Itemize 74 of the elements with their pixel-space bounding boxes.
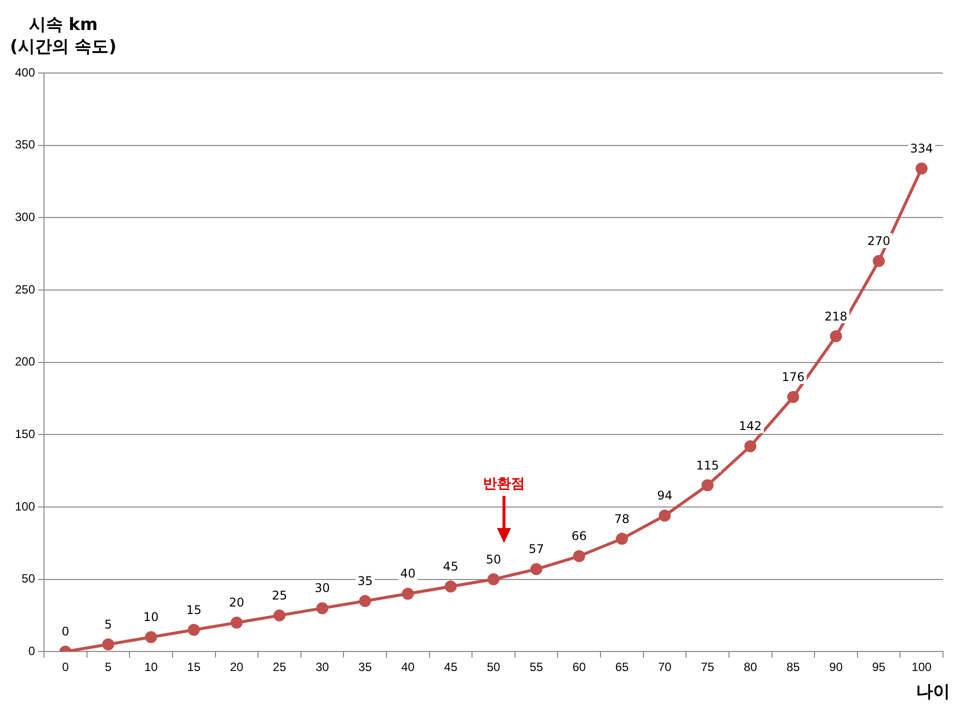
point bbox=[530, 563, 542, 576]
x-tick-label: 65 bbox=[615, 660, 629, 674]
data-label: 66 bbox=[571, 529, 587, 544]
point bbox=[616, 532, 628, 545]
x-tick-label: 100 bbox=[912, 660, 932, 674]
data-label: 15 bbox=[186, 602, 202, 617]
x-tick-label: 85 bbox=[786, 660, 800, 674]
data-label: 5 bbox=[104, 617, 112, 632]
point bbox=[744, 440, 756, 452]
x-tick-label: 25 bbox=[272, 660, 286, 674]
y-tick-label: 100 bbox=[14, 499, 36, 514]
data-label: 20 bbox=[229, 596, 244, 610]
point bbox=[444, 580, 457, 593]
point bbox=[273, 609, 286, 622]
y-tick-label: 200 bbox=[14, 354, 36, 369]
x-tick-label: 45 bbox=[444, 660, 458, 674]
point bbox=[359, 594, 372, 607]
data-label: 40 bbox=[400, 566, 416, 581]
data-label: 270 bbox=[867, 234, 890, 248]
data-label: 57 bbox=[528, 542, 544, 556]
data-label: 334 bbox=[910, 141, 934, 156]
y-tick-label: 350 bbox=[14, 138, 36, 152]
x-tick-label: 95 bbox=[872, 660, 886, 674]
point bbox=[316, 602, 328, 614]
x-tick-label: 15 bbox=[187, 660, 201, 674]
data-label: 10 bbox=[143, 610, 159, 624]
x-axis-title: 나이 bbox=[916, 681, 950, 703]
x-tick-label: 5 bbox=[104, 660, 112, 674]
data-label: 25 bbox=[272, 588, 288, 602]
point bbox=[230, 616, 243, 629]
data-label: 218 bbox=[824, 309, 848, 324]
point bbox=[787, 391, 800, 404]
data-label: 115 bbox=[696, 458, 720, 472]
x-tick-label: 10 bbox=[144, 660, 158, 674]
x-tick-label: 50 bbox=[486, 660, 501, 674]
point bbox=[488, 573, 500, 586]
x-tick-label: 60 bbox=[572, 660, 586, 674]
data-label: 94 bbox=[657, 488, 672, 503]
data-label: 176 bbox=[782, 370, 805, 384]
x-tick-label: 70 bbox=[658, 660, 672, 674]
y-tick-label: 250 bbox=[14, 282, 36, 296]
x-tick-label: 75 bbox=[700, 660, 715, 674]
data-label: 142 bbox=[738, 419, 762, 434]
point bbox=[188, 624, 200, 636]
x-tick-label: 20 bbox=[230, 660, 244, 674]
point bbox=[872, 255, 885, 268]
point bbox=[658, 510, 671, 522]
data-label: 78 bbox=[614, 512, 630, 526]
x-tick-label: 90 bbox=[829, 660, 843, 674]
y-axis-title: 시속 km (시간의 속도) bbox=[10, 14, 116, 58]
x-tick-label: 30 bbox=[316, 660, 330, 674]
y-tick-label: 400 bbox=[14, 65, 36, 80]
x-tick-label: 80 bbox=[744, 660, 758, 674]
y-tick-label: 0 bbox=[28, 644, 36, 658]
point bbox=[573, 550, 586, 562]
data-label: 30 bbox=[314, 581, 330, 596]
x-tick-label: 35 bbox=[358, 660, 372, 674]
data-label: 0 bbox=[62, 624, 70, 639]
point bbox=[402, 588, 414, 600]
x-tick-label: 0 bbox=[62, 660, 70, 674]
data-label: 50 bbox=[486, 552, 502, 566]
point bbox=[102, 638, 114, 650]
data-label: 45 bbox=[443, 560, 458, 574]
x-tick-label: 55 bbox=[530, 660, 544, 674]
y-tick-label: 150 bbox=[14, 426, 36, 441]
annotation: 반환점 bbox=[483, 475, 525, 493]
point bbox=[702, 479, 714, 492]
point bbox=[145, 631, 158, 644]
y-tick-label: 300 bbox=[14, 210, 36, 224]
point bbox=[916, 162, 928, 174]
point bbox=[830, 330, 842, 342]
x-tick-label: 40 bbox=[401, 660, 415, 674]
data-label: 35 bbox=[357, 574, 373, 588]
y-tick-label: 50 bbox=[22, 572, 36, 586]
